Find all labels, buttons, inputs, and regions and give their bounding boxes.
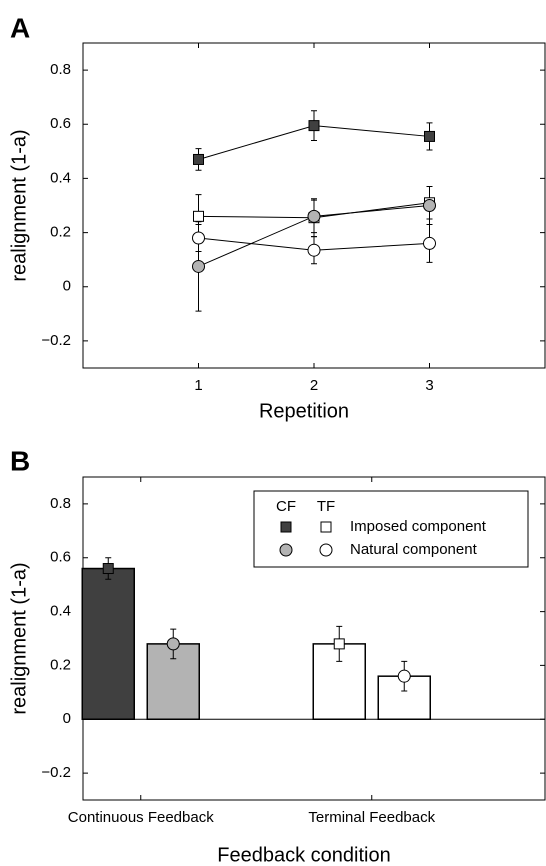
panel-label: B [10, 445, 30, 476]
data-point [193, 210, 204, 222]
legend-label: Imposed component [350, 518, 487, 535]
data-point [307, 243, 321, 257]
y-tick-label: 0.2 [50, 224, 71, 241]
data-point [424, 130, 435, 142]
data-point [423, 199, 436, 212]
x-tick-label: Terminal Feedback [308, 809, 435, 826]
y-tick-label: 0.8 [50, 495, 71, 512]
bar-marker [397, 669, 411, 683]
legend-marker [279, 543, 293, 557]
legend-marker [319, 543, 333, 557]
bar-marker [333, 638, 345, 650]
x-tick-label: 1 [194, 377, 202, 394]
legend-column-label: TF [317, 498, 335, 515]
legend-label: Natural component [350, 541, 478, 558]
y-tick-label: 0.8 [50, 61, 71, 78]
x-tick-label: 2 [310, 377, 318, 394]
bar [81, 567, 135, 720]
legend-column-label: CF [276, 498, 296, 515]
x-tick-label: 3 [425, 377, 433, 394]
bar-marker [102, 563, 114, 575]
legend-marker [320, 521, 332, 533]
bar [312, 643, 366, 721]
y-tick-label: 0 [63, 710, 71, 727]
data-point [308, 120, 320, 132]
y-tick-label: −0.2 [41, 332, 71, 349]
data-point [192, 231, 205, 245]
legend-marker [280, 521, 292, 533]
x-tick-label: Continuous Feedback [68, 809, 214, 826]
x-axis-label: Repetition [259, 400, 349, 422]
y-axis-label: realignment (1-a) [8, 562, 30, 714]
y-tick-label: 0.4 [50, 169, 71, 186]
data-point [423, 236, 436, 250]
y-tick-label: 0.4 [50, 603, 71, 620]
y-tick-label: −0.2 [41, 764, 71, 781]
bar-marker [166, 637, 180, 651]
legend-box [253, 490, 529, 568]
data-point [193, 153, 204, 165]
y-tick-label: 0 [63, 278, 71, 295]
y-tick-label: 0.6 [50, 549, 71, 566]
y-tick-label: 0.2 [50, 656, 71, 673]
panel-label: A [10, 12, 30, 43]
x-axis-label: Feedback condition [217, 844, 390, 866]
y-tick-label: 0.6 [50, 115, 71, 132]
bar [377, 675, 431, 721]
y-axis-label: realignment (1-a) [8, 129, 30, 281]
data-point [307, 209, 321, 223]
data-point [192, 259, 205, 273]
